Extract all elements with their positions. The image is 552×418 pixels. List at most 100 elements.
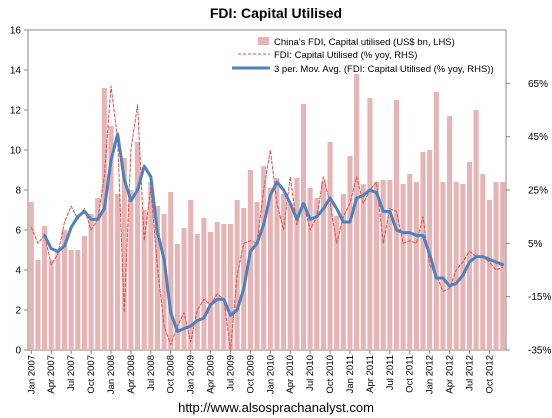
bar <box>154 206 160 350</box>
x-tick-label: Oct 2008 <box>166 355 177 394</box>
x-tick-label: Jan 2009 <box>186 355 197 394</box>
bar <box>88 214 94 350</box>
bar <box>35 260 41 350</box>
moving-average-line-series <box>43 132 505 333</box>
x-tick-label: Jul 2007 <box>66 355 77 391</box>
legend-label-bars: China's FDI, Capital utilised (US$ bn, L… <box>274 37 455 48</box>
bar <box>48 260 54 350</box>
bar <box>453 182 459 350</box>
bar <box>447 116 453 350</box>
left-tick-label: 12 <box>10 106 22 117</box>
legend: China's FDI, Capital utilised (US$ bn, L… <box>232 37 494 75</box>
x-tick-label: Jul 2008 <box>146 355 157 391</box>
right-tick-label: -15% <box>528 292 551 303</box>
bar <box>168 192 174 350</box>
bar <box>320 182 326 350</box>
bar <box>387 180 393 350</box>
x-tick-label: Apr 2009 <box>206 355 217 394</box>
right-tick-label: 25% <box>528 186 548 197</box>
bar <box>340 194 346 350</box>
bar <box>314 198 320 350</box>
bar <box>367 98 373 350</box>
bar <box>294 178 300 350</box>
right-tick-label: 5% <box>528 239 543 250</box>
legend-swatch-bars <box>258 37 269 45</box>
x-tick-label: Oct 2012 <box>484 355 495 394</box>
bar <box>261 166 267 350</box>
bar <box>307 188 313 350</box>
bar <box>287 204 293 350</box>
bar <box>241 208 247 350</box>
left-tick-label: 2 <box>15 306 21 317</box>
bar <box>407 174 413 350</box>
bar <box>161 214 167 350</box>
x-tick-label: Apr 2010 <box>285 355 296 394</box>
bar <box>267 188 273 350</box>
bar <box>327 142 333 350</box>
bar <box>400 184 406 350</box>
bar <box>95 198 101 350</box>
left-tick-label: 16 <box>10 26 22 37</box>
bar <box>433 92 439 350</box>
left-tick-label: 6 <box>15 226 21 237</box>
bar <box>466 162 473 350</box>
bar <box>460 184 466 350</box>
yoy-line <box>30 85 504 351</box>
left-tick-label: 0 <box>15 346 21 357</box>
bar <box>75 250 81 350</box>
bar <box>81 236 87 350</box>
x-tick-label: Jan 2007 <box>26 355 37 394</box>
bar <box>254 202 260 350</box>
bar <box>380 180 386 350</box>
legend-label-avg: 3 per. Mov. Avg. (FDI: Capital Utilised … <box>274 64 494 75</box>
moving-average-line <box>43 132 505 333</box>
left-tick-label: 10 <box>10 146 22 157</box>
bar <box>420 152 426 350</box>
bar <box>274 178 280 350</box>
x-tick-label: Apr 2007 <box>46 355 57 394</box>
bar <box>148 182 154 350</box>
bar <box>181 228 187 350</box>
bar <box>141 210 147 350</box>
x-tick-label: Jan 2010 <box>265 355 276 394</box>
x-tick-label: Jul 2011 <box>385 355 396 390</box>
bar <box>201 218 207 350</box>
bar <box>440 182 446 350</box>
left-tick-label: 4 <box>15 266 21 277</box>
x-tick-label: Apr 2011 <box>365 355 376 393</box>
x-tick-label: Jul 2009 <box>225 355 236 391</box>
bar <box>121 158 127 350</box>
bar <box>486 200 492 350</box>
x-tick-label: Jul 2010 <box>305 355 316 391</box>
x-tick-label: Oct 2007 <box>86 355 97 394</box>
left-y-axis: 0 2 4 6 8 10 12 14 16 <box>10 26 28 357</box>
bar <box>115 194 121 350</box>
bar <box>108 126 114 350</box>
bar <box>473 110 479 350</box>
bar <box>493 182 499 350</box>
right-tick-label: 45% <box>528 132 548 143</box>
bar <box>360 184 366 350</box>
x-tick-label: Oct 2009 <box>245 355 256 394</box>
bar <box>334 216 340 350</box>
bar <box>28 202 34 350</box>
bar <box>61 230 68 350</box>
bar <box>300 104 307 350</box>
bar <box>413 182 419 350</box>
x-tick-label: Apr 2008 <box>126 355 137 394</box>
bar <box>354 74 360 350</box>
x-axis: Jan 2007 Apr 2007 Jul 2007 Oct 2007 Jan 2008… <box>26 350 495 394</box>
bar <box>221 224 227 350</box>
left-tick-label: 14 <box>10 66 22 77</box>
watermark-url: http://www.alsosprachanalyst.com <box>178 400 374 415</box>
bar <box>247 170 253 350</box>
bar <box>55 252 61 350</box>
bar <box>227 224 234 350</box>
bar <box>194 234 200 350</box>
x-tick-label: Jan 2011 <box>345 355 356 393</box>
left-tick-label: 8 <box>15 186 21 197</box>
bar <box>393 100 399 350</box>
x-tick-label: Oct 2010 <box>325 355 336 394</box>
bar <box>281 194 287 350</box>
